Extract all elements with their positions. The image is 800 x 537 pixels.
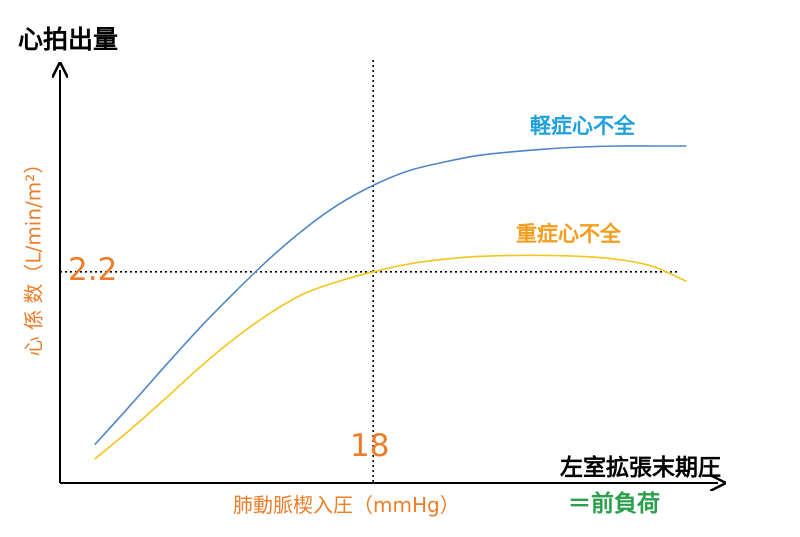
series-line-severe xyxy=(94,254,687,460)
y-reference-label: 2.2 xyxy=(68,252,118,288)
x-axis-right-sublabel: ＝前負荷 xyxy=(568,491,660,517)
y-axis-label: 心 係 数（L/min/m²） xyxy=(21,153,46,357)
x-reference-label: 18 xyxy=(350,428,390,464)
x-axis-right-label: 左室拡張末期圧 xyxy=(560,455,721,481)
series-line-mild xyxy=(94,145,687,446)
series-label-severe: 重症心不全 xyxy=(516,222,621,246)
x-axis-label: 肺動脈楔入圧（mmHg） xyxy=(233,493,460,517)
series-label-mild: 軽症心不全 xyxy=(530,114,635,138)
chart-title: 心拍出量 xyxy=(18,25,119,54)
